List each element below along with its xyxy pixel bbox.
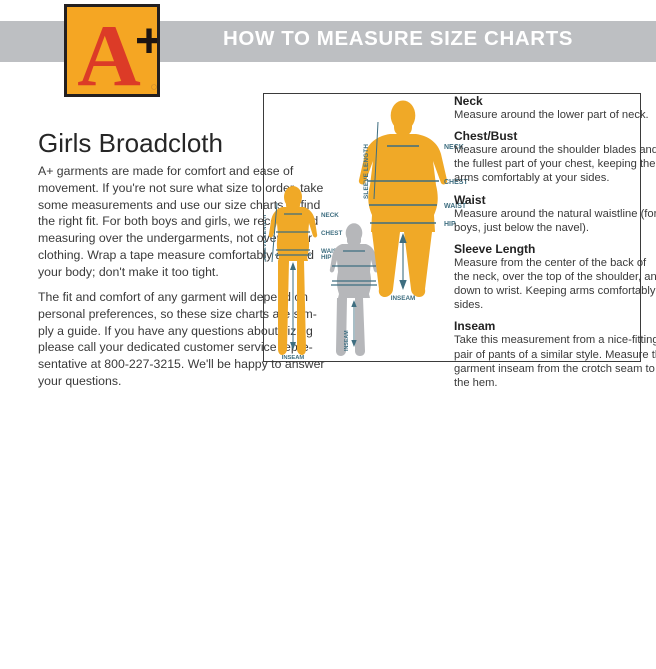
svg-text:+: + bbox=[135, 15, 160, 68]
svg-text:INSEAM: INSEAM bbox=[391, 295, 416, 302]
svg-text:INSEAM: INSEAM bbox=[282, 355, 305, 361]
svg-text:SLEEVE LENGTH: SLEEVE LENGTH bbox=[264, 214, 268, 262]
svg-text:NECK: NECK bbox=[321, 212, 339, 219]
svg-text:HIP: HIP bbox=[321, 254, 332, 261]
svg-text:INSEAM: INSEAM bbox=[344, 330, 350, 351]
svg-text:CHEST: CHEST bbox=[321, 230, 342, 237]
svg-text:A: A bbox=[77, 8, 141, 97]
svg-text:SLEEVE LENGTH: SLEEVE LENGTH bbox=[363, 144, 370, 199]
